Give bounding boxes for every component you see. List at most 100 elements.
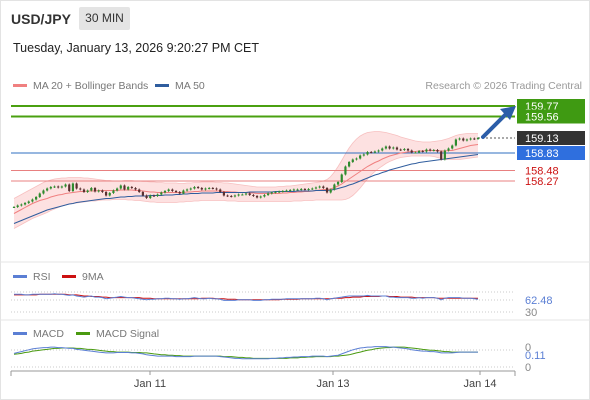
candle-body (241, 194, 244, 196)
legend-label: 9MA (82, 271, 104, 283)
candle-body (447, 148, 450, 151)
macd-value-label: 0.11 (525, 350, 546, 362)
macd-tick-label: 0 (525, 362, 531, 374)
candle-body (318, 186, 321, 188)
candle-body (274, 192, 277, 193)
candle-body (42, 190, 45, 194)
legend-swatch (13, 274, 27, 278)
candle-body (465, 139, 469, 141)
candle-body (462, 138, 465, 141)
legend-swatch (13, 331, 27, 335)
candle-body (79, 188, 82, 190)
candle-body (141, 192, 144, 196)
candle-body (38, 193, 41, 197)
candle-body (244, 193, 248, 195)
rsi-value-label: 62.48 (525, 295, 553, 307)
candle-body (156, 194, 159, 196)
candle-body (149, 195, 152, 198)
candle-body (296, 189, 299, 191)
legend-label: MA 50 (175, 80, 205, 92)
candle-body (307, 189, 310, 190)
time-axis-label: Jan 11 (134, 378, 166, 390)
candle-body (163, 191, 167, 193)
candle-body (82, 189, 86, 192)
candle-body (414, 152, 417, 154)
legend-label: MA 20 + Bollinger Bands (33, 80, 149, 92)
pivot-price-tag (517, 146, 585, 160)
candle-body (469, 138, 472, 140)
legend-swatch (155, 83, 169, 87)
candle-body (325, 188, 329, 193)
candle-body (451, 145, 454, 149)
candle-body (208, 188, 211, 189)
candle-body (403, 149, 406, 150)
candle-body (395, 147, 399, 150)
candle-body (351, 159, 354, 162)
forecast-arrow-head (500, 106, 516, 120)
legend-label: MACD (33, 328, 64, 340)
candle-body (60, 186, 63, 188)
candle-body (134, 188, 137, 190)
macd-line (13, 346, 478, 360)
candle-body (314, 187, 318, 189)
symbol-title: USD/JPY (11, 11, 71, 27)
candle-body (34, 197, 38, 200)
candle-body (222, 192, 226, 196)
resistance-price-label: 159.56 (525, 112, 559, 124)
candle-body (377, 150, 380, 152)
candle-body (362, 154, 365, 156)
candle-body (97, 190, 100, 192)
time-axis-label: Jan 13 (316, 378, 349, 390)
legend-ma20-bollinger: MA 20 + Bollinger Bands (13, 80, 148, 92)
candle-body (266, 193, 270, 195)
candle-body (233, 195, 237, 197)
timeframe-button[interactable]: 30 MIN (79, 7, 130, 30)
candle-body (303, 189, 307, 190)
candle-body (333, 184, 336, 190)
legend-label: MACD Signal (96, 328, 160, 340)
bollinger-band-area (14, 131, 478, 229)
candle-body (12, 207, 16, 208)
legend-swatch (76, 331, 90, 335)
candle-body (281, 191, 284, 192)
candle-body (27, 201, 30, 203)
resistance-price-tag (517, 109, 585, 124)
candle-body (57, 186, 60, 188)
candle-body (53, 186, 56, 188)
candle-body (344, 166, 347, 175)
candle-body (381, 148, 384, 151)
candle-body (108, 193, 111, 196)
pivot-price-label: 158.83 (525, 148, 559, 160)
candle-body (112, 190, 115, 193)
candle-body (340, 174, 343, 182)
last_price-price-label: 159.13 (525, 133, 559, 145)
candle-body (436, 150, 439, 152)
legend-macd: MACD (13, 328, 64, 340)
candle-body (270, 192, 273, 194)
candle-body (432, 150, 435, 151)
candle-body (174, 191, 178, 192)
candle-body (263, 195, 266, 197)
legend-rsi-9ma: 9MA (62, 271, 104, 283)
candle-body (348, 162, 351, 167)
candle-body (458, 138, 461, 140)
legend-swatch (13, 83, 27, 87)
candle-body (259, 196, 262, 198)
candle-body (104, 192, 108, 196)
candle-body (366, 152, 369, 155)
candle-body (49, 187, 52, 189)
candle-body (182, 190, 185, 194)
candle-body (329, 189, 332, 193)
candle-body (355, 158, 358, 160)
candle-body (178, 192, 181, 194)
candle-body (23, 203, 27, 205)
candle-body (20, 204, 23, 206)
candle-body (300, 189, 303, 190)
macd-signal-line (13, 346, 478, 359)
candle-body (185, 189, 189, 191)
candle-body (292, 189, 295, 191)
candle-body (219, 189, 222, 192)
candle-body (211, 188, 214, 189)
candle-body (68, 184, 71, 191)
